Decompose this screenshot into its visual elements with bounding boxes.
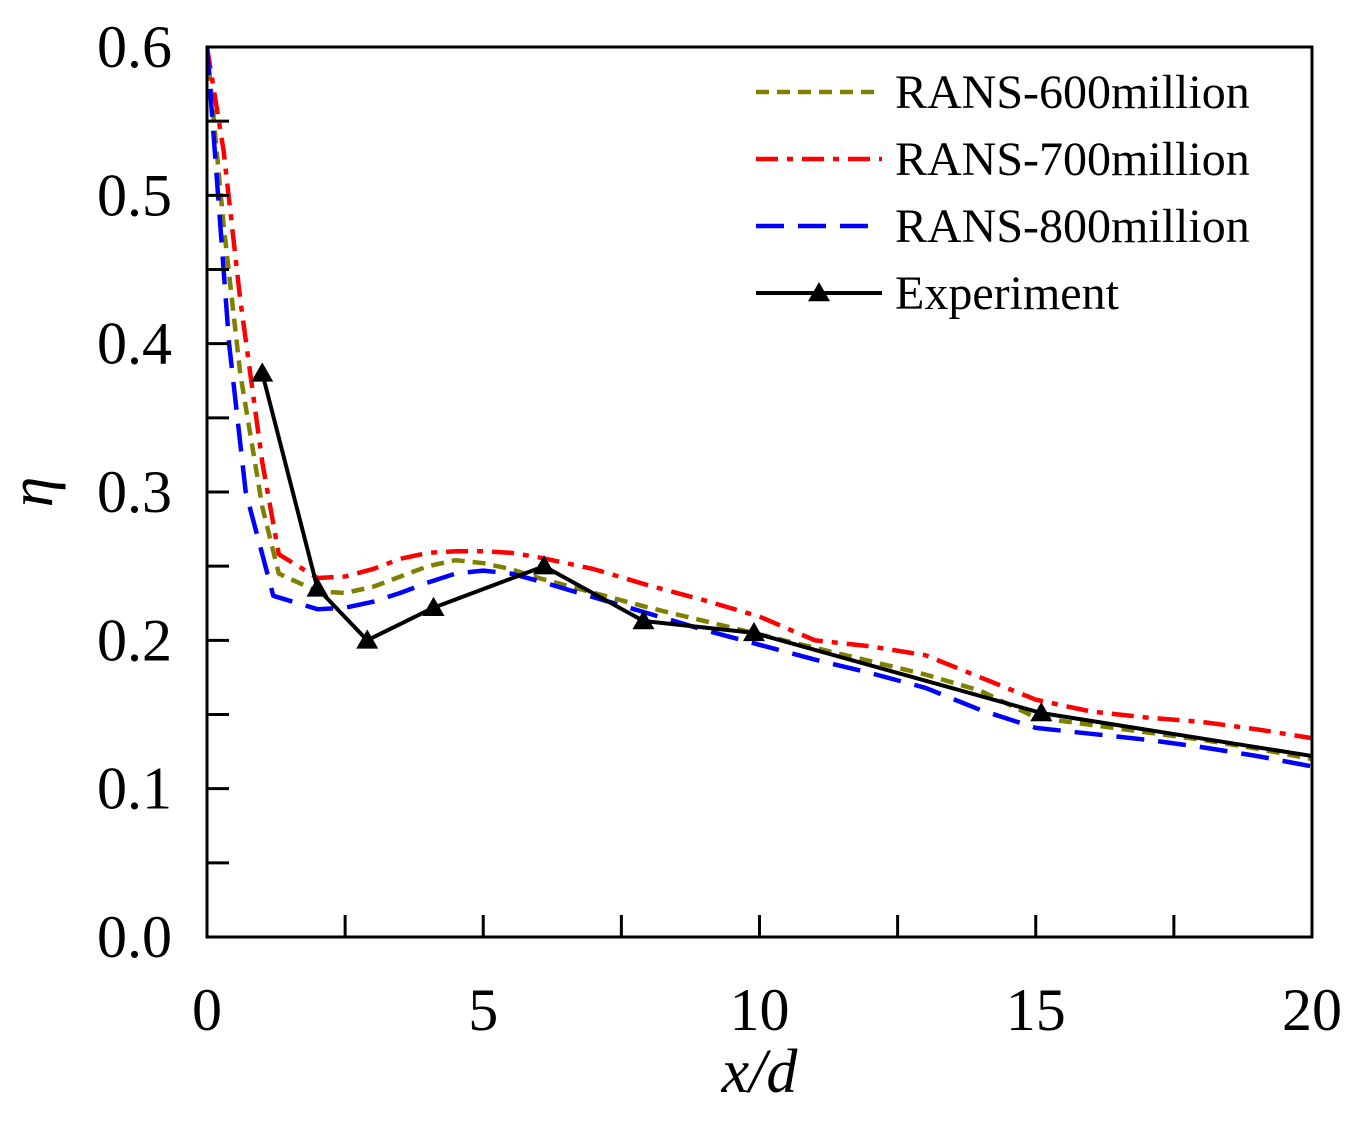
data-point-experiment — [356, 629, 379, 649]
x-tick-label: 15 — [1006, 977, 1066, 1043]
x-tick-label: 10 — [730, 977, 790, 1043]
y-axis-title: η — [0, 477, 66, 508]
tick-labels-layer: 0 5 10 15 20 0.0 0.1 0.2 0.3 0.4 0.5 0.6 — [97, 14, 1342, 1043]
data-point-experiment — [306, 577, 329, 597]
legend-label-rans-700million: RANS-700million — [895, 133, 1250, 186]
legend-label-rans-600million: RANS-600million — [895, 66, 1250, 119]
ticks-layer — [205, 45, 1314, 939]
data-point-experiment — [422, 596, 445, 616]
series-line-experiment — [260, 372, 1312, 758]
series-layer — [207, 46, 1312, 769]
data-point-experiment — [742, 621, 765, 642]
data-point-experiment — [1030, 702, 1053, 722]
x-tick-label: 20 — [1282, 977, 1342, 1043]
x-tick-label: 5 — [468, 977, 498, 1043]
legend-label-rans-800million: RANS-800million — [895, 200, 1250, 253]
y-tick-label: 0.3 — [97, 459, 172, 525]
data-point-experiment — [632, 610, 655, 630]
x-axis-title: x/d — [721, 1038, 799, 1106]
y-tick-label: 0.2 — [97, 607, 172, 673]
legend-label-experiment: Experiment — [895, 267, 1120, 320]
series-line-rans-800million — [207, 46, 1312, 769]
y-tick-label: 0.6 — [97, 14, 172, 80]
y-tick-label: 0.5 — [97, 162, 172, 228]
x-tick-label: 0 — [192, 977, 222, 1043]
data-point-experiment — [251, 362, 274, 382]
legend: RANS-600million RANS-700million RANS-800mi… — [756, 66, 1250, 320]
y-tick-label: 0.1 — [97, 756, 172, 822]
y-tick-label: 0.4 — [97, 311, 172, 377]
y-tick-label: 0.0 — [97, 904, 172, 970]
series-line-rans-600million — [207, 46, 1312, 762]
data-point-experiment — [533, 555, 556, 575]
legend-marker-experiment — [808, 282, 830, 302]
